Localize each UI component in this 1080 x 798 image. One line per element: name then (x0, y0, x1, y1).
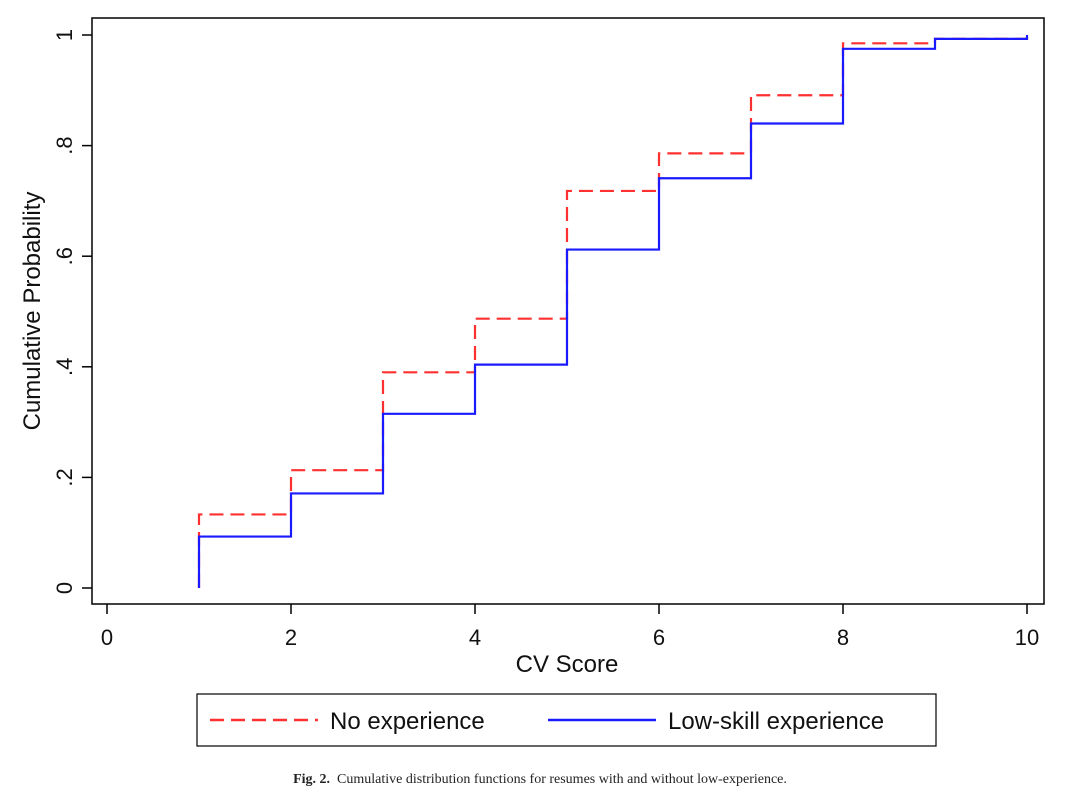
y-axis-title: Cumulative Probability (19, 192, 46, 431)
series-layer (197, 34, 1029, 588)
x-axis-title: CV Score (516, 651, 619, 678)
plot-frame (91, 17, 1045, 605)
axes: 0 2 4 6 8 10 0 .2 .4 .6 .8 1 (52, 29, 1039, 650)
x-tick-label: 10 (1015, 625, 1039, 650)
legend-label-low-skill-experience: Low-skill experience (668, 708, 884, 735)
x-tick-label: 8 (837, 625, 849, 650)
figure-caption: Fig. 2. Cumulative distribution function… (0, 772, 1080, 788)
y-tick-label: .4 (52, 358, 77, 376)
legend: No experience Low-skill experience (196, 693, 937, 747)
x-tick-label: 6 (653, 625, 665, 650)
y-tick-label: .2 (52, 468, 77, 486)
caption-label: Fig. 2. (293, 772, 331, 787)
y-tick-label: 0 (52, 582, 77, 594)
series-line-low-skill-experience (197, 35, 1029, 588)
cdf-chart: 0 2 4 6 8 10 0 .2 .4 .6 .8 1 CV Score Cumulative Pr… (19, 17, 1045, 747)
legend-label-no-experience: No experience (330, 708, 485, 735)
caption-text: Cumulative distribution functions for re… (337, 772, 787, 787)
x-tick-label: 4 (469, 625, 481, 650)
x-tick-label: 0 (101, 625, 113, 650)
x-tick-label: 2 (285, 625, 297, 650)
y-tick-label: 1 (52, 29, 77, 41)
y-tick-label: .8 (52, 136, 77, 154)
series-line-no-experience (197, 35, 1029, 588)
y-tick-label: .6 (52, 247, 77, 265)
